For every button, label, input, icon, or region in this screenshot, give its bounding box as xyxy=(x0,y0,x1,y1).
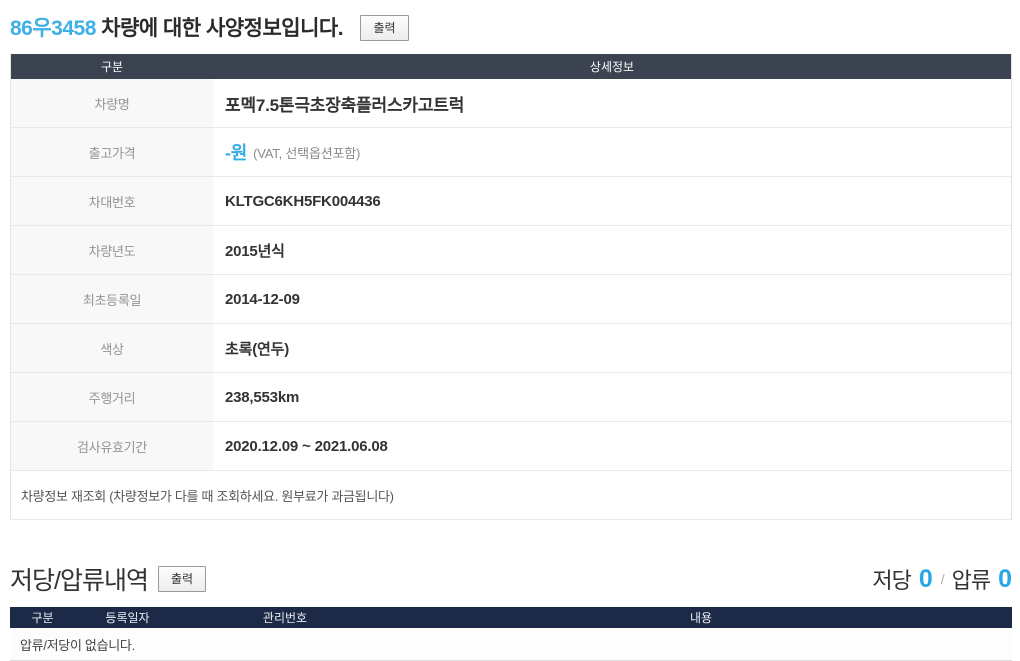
lien-header-category: 구분 xyxy=(31,611,54,625)
table-row-mileage: 주행거리 238,553km xyxy=(11,373,1011,422)
price-value: -원 xyxy=(225,143,248,163)
lien-header-content: 내용 xyxy=(689,611,713,625)
page-title-text: 차량에 대한 사양정보입니다. xyxy=(95,17,344,40)
lien-table-header: 구분 등록일자 관리번호 내용 xyxy=(10,607,1012,628)
row-label: 최초등록일 xyxy=(11,275,213,323)
row-value: 2015년식 xyxy=(225,242,285,260)
spec-table-header: 구분 상세정보 xyxy=(11,54,1011,79)
row-label: 차대번호 xyxy=(11,177,213,225)
table-row-model-year: 차량년도 2015년식 xyxy=(11,226,1011,275)
row-label: 차량년도 xyxy=(11,226,213,274)
row-label: 색상 xyxy=(11,324,213,372)
row-value: 2014-12-09 xyxy=(225,290,300,308)
row-value: 238,553km xyxy=(225,388,300,406)
seizure-label: 압류 xyxy=(951,568,991,593)
mortgage-label: 저당 xyxy=(872,568,911,593)
row-value: 초록(연두) xyxy=(225,340,289,358)
table-row-vin: 차대번호 KLTGC6KH5FK004436 xyxy=(11,177,1011,226)
plate-number: 86우3458 xyxy=(10,17,96,40)
row-value: -원 (VAT, 선택옵션포함) xyxy=(213,128,1011,176)
row-label: 검사유효기간 xyxy=(11,422,213,470)
table-row-vehicle-name: 차량명 포멕7.5톤극초장축플러스카고트럭 xyxy=(11,79,1011,128)
row-value: 포멕7.5톤극초장축플러스카고트럭 xyxy=(225,95,465,115)
spec-header-category: 구분 xyxy=(100,60,124,74)
summary-separator: / xyxy=(940,571,945,587)
page-title: 86우3458 차량에 대한 사양정보입니다. 출력 xyxy=(10,12,1012,42)
row-label: 차량명 xyxy=(11,79,213,127)
print-lien-button[interactable]: 출력 xyxy=(157,566,207,592)
row-label: 출고가격 xyxy=(11,128,213,176)
row-value: 2020.12.09 ~ 2021.06.08 xyxy=(225,437,388,455)
table-row-inspection-period: 검사유효기간 2020.12.09 ~ 2021.06.08 xyxy=(11,422,1011,471)
print-spec-button[interactable]: 출력 xyxy=(360,15,409,41)
spec-table: 구분 상세정보 차량명 포멕7.5톤극초장축플러스카고트럭 출고가격 -원 (V… xyxy=(10,54,1012,520)
table-row-first-registration: 최초등록일 2014-12-09 xyxy=(11,275,1011,324)
lien-summary: 저당 0 / 압류 0 xyxy=(872,563,1012,595)
seizure-count: 0 xyxy=(998,564,1012,593)
lien-section-header: 저당/압류내역 출력 저당 0 / 압류 0 xyxy=(10,561,1012,597)
row-label: 주행거리 xyxy=(11,373,213,421)
lien-empty-message: 압류/저당이 없습니다. xyxy=(10,628,1012,661)
row-value: KLTGC6KH5FK004436 xyxy=(225,192,381,210)
lien-section-title: 저당/압류내역 xyxy=(10,567,149,595)
mortgage-count: 0 xyxy=(918,564,933,593)
lien-header-date: 등록일자 xyxy=(105,611,150,625)
lien-table: 구분 등록일자 관리번호 내용 압류/저당이 없습니다. xyxy=(10,607,1012,661)
lien-header-management-number: 관리번호 xyxy=(262,611,308,625)
price-note: (VAT, 선택옵션포함) xyxy=(253,145,361,161)
table-row-color: 색상 초록(연두) xyxy=(11,324,1011,373)
spec-header-detail: 상세정보 xyxy=(589,60,635,74)
vehicle-requery-link[interactable]: 차량정보 재조회 (차량정보가 다를 때 조회하세요. 원부료가 과금됩니다) xyxy=(11,471,1011,520)
table-row-price: 출고가격 -원 (VAT, 선택옵션포함) xyxy=(11,128,1011,177)
